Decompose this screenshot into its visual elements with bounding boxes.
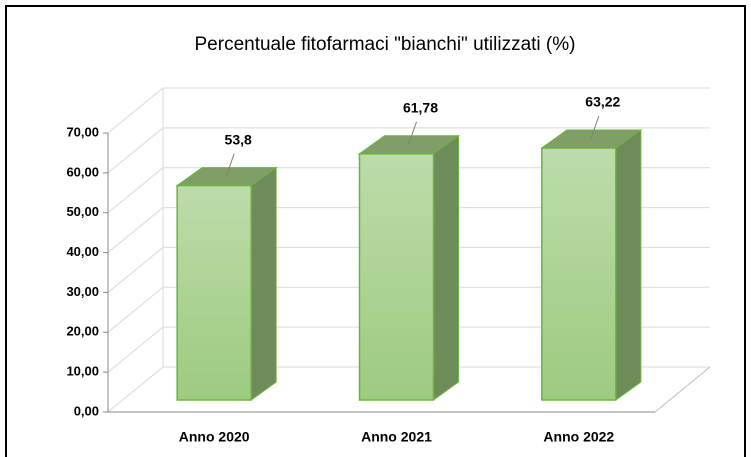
bar xyxy=(541,147,617,401)
y-tick-label: 60,00 xyxy=(66,164,99,179)
side-grid-line xyxy=(107,167,164,214)
value-label: 61,78 xyxy=(403,99,438,115)
y-tick-label: 0,00 xyxy=(74,403,99,418)
y-tick-label: 30,00 xyxy=(66,284,99,299)
label-leader xyxy=(590,115,600,140)
side-grid-line xyxy=(107,326,164,373)
bar xyxy=(358,153,435,401)
side-grid-line xyxy=(107,87,164,134)
value-label: 63,22 xyxy=(585,94,620,110)
y-tick-label: 20,00 xyxy=(66,324,99,339)
side-grid-line xyxy=(107,366,164,413)
label-leader xyxy=(408,121,417,145)
bar-side xyxy=(615,129,642,401)
side-grid-line xyxy=(107,286,164,333)
bar xyxy=(176,184,252,401)
bar-side xyxy=(433,134,459,401)
x-tick-label: Anno 2020 xyxy=(179,429,250,445)
frame xyxy=(5,5,746,457)
side-grid-line xyxy=(107,127,164,174)
floor-right xyxy=(654,366,711,413)
x-tick-label: Anno 2021 xyxy=(361,429,432,445)
side-grid-line xyxy=(107,247,164,293)
plot: 0,00 10,00 20,00 30,00 40,00 50,00 60,00 70,00 A… xyxy=(66,87,711,445)
y-tick-label: 50,00 xyxy=(66,204,99,219)
x-tick-label: Anno 2022 xyxy=(543,429,614,445)
chart-title: Percentuale fitofarmaci "bianchi" utiliz… xyxy=(195,34,576,55)
y-tick-label: 70,00 xyxy=(66,124,99,139)
value-label: 53,8 xyxy=(225,131,252,147)
bar-side xyxy=(250,166,277,401)
y-tick-label: 40,00 xyxy=(66,244,99,259)
y-tick-label: 10,00 xyxy=(66,364,99,379)
label-leader xyxy=(225,153,235,177)
side-grid-line xyxy=(107,207,164,253)
